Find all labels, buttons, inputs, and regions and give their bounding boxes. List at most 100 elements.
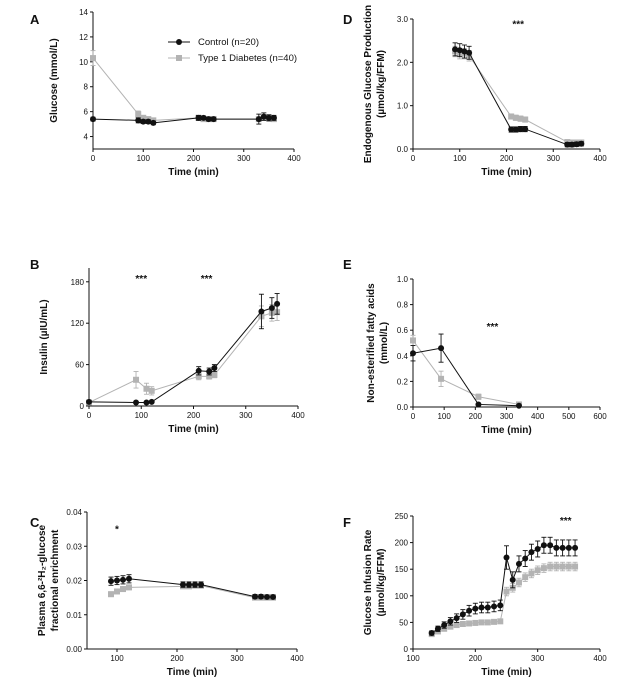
data-point — [126, 575, 132, 582]
data-point — [438, 345, 445, 352]
x-tick-label: 400 — [593, 154, 607, 163]
legend: Control (n=20) Type 1 Diabetes (n=40) — [168, 37, 297, 64]
data-point — [491, 603, 498, 610]
x-tick-label: 500 — [562, 412, 576, 421]
data-point — [133, 399, 140, 406]
y-axis-title-line2: (mmol/L) — [379, 322, 390, 364]
panel-d: D 0 100 200 300 400 0.0 1.0 2.0 3.0 Time (min) Endo… — [343, 5, 607, 178]
x-axis-title: Time (min) — [167, 667, 217, 678]
y-axis-title: Glucose (mmol/L) — [49, 38, 60, 122]
data-point — [145, 118, 152, 125]
data-point — [255, 116, 262, 123]
data-point — [126, 584, 132, 591]
data-point — [466, 620, 473, 627]
y-tick-label: 0.0 — [397, 145, 409, 154]
series-line — [92, 116, 274, 124]
data-point — [472, 605, 479, 612]
x-tick-label: 200 — [170, 654, 184, 663]
data-point — [517, 126, 524, 133]
x-tick-label: 200 — [469, 654, 483, 663]
y-tick-label: 2.0 — [397, 58, 409, 67]
data-point — [114, 577, 120, 584]
x-tick-label: 100 — [135, 411, 149, 420]
data-point — [441, 622, 448, 629]
data-point — [547, 563, 554, 570]
x-tick-label: 0 — [411, 412, 416, 421]
data-point — [461, 48, 468, 55]
data-point — [528, 570, 535, 577]
data-point — [90, 116, 96, 123]
data-point — [503, 588, 510, 595]
y-axis-title: Non-esterified fatty acids — [366, 283, 377, 403]
data-point — [258, 593, 264, 600]
data-point — [540, 565, 547, 572]
data-point — [140, 114, 147, 121]
legend-label-control: Control (n=20) — [198, 37, 259, 48]
y-tick-label: 12 — [79, 33, 88, 42]
data-point — [133, 376, 140, 383]
data-point — [108, 578, 114, 585]
y-tick-label: 1.0 — [397, 275, 409, 284]
x-tick-label: 0 — [87, 411, 92, 420]
data-point — [410, 337, 416, 344]
data-point — [534, 545, 541, 552]
data-point — [478, 604, 485, 611]
x-tick-label: 300 — [230, 654, 244, 663]
panel-letter: B — [30, 257, 39, 272]
data-point — [198, 581, 204, 588]
y-tick-label: 0.02 — [66, 577, 82, 586]
data-point — [447, 618, 454, 625]
y-tick-label: 100 — [395, 592, 409, 601]
y-tick-label: 150 — [395, 565, 409, 574]
y-tick-label: 180 — [71, 278, 85, 287]
data-point — [148, 398, 155, 405]
data-point — [195, 114, 202, 121]
y-axis-title: Insulin (µIU/mL) — [39, 299, 50, 374]
significance-marker: *** — [560, 516, 572, 527]
y-axis-title-line2: (µmol/kg/FFM) — [376, 549, 387, 617]
x-tick-label: 0 — [91, 154, 96, 163]
data-point — [192, 581, 198, 588]
data-point — [143, 385, 150, 392]
data-point — [180, 581, 186, 588]
y-tick-label: 4 — [84, 133, 89, 142]
data-point — [210, 116, 217, 123]
x-tick-label: 100 — [437, 412, 451, 421]
series-t1d — [428, 561, 579, 638]
series-t1d — [86, 303, 281, 406]
data-point — [265, 114, 272, 121]
data-point — [270, 593, 276, 600]
data-point — [186, 581, 192, 588]
data-point — [509, 576, 516, 583]
panel-letter: D — [343, 12, 352, 27]
data-point — [528, 549, 535, 556]
data-point — [135, 111, 142, 118]
series-control — [108, 574, 276, 600]
data-point — [565, 544, 572, 551]
legend-label-t1d: Type 1 Diabetes (n=40) — [198, 53, 297, 64]
data-point — [120, 576, 126, 583]
data-point — [512, 126, 519, 133]
data-point — [564, 141, 571, 148]
x-axis-title: Time (min) — [481, 667, 531, 678]
data-point — [428, 630, 435, 637]
significance-marker: *** — [201, 274, 213, 285]
y-tick-label: 10 — [79, 58, 88, 67]
data-point — [211, 371, 218, 378]
data-point — [512, 114, 519, 121]
data-point — [114, 588, 120, 595]
data-point — [447, 623, 454, 630]
series-control — [428, 536, 579, 637]
data-point — [143, 399, 150, 406]
data-point — [453, 622, 460, 629]
data-point — [120, 586, 126, 593]
data-point — [553, 563, 560, 570]
x-axis-title: Time (min) — [481, 425, 531, 436]
y-tick-label: 3.0 — [397, 15, 409, 24]
data-point — [206, 373, 213, 380]
y-tick-label: 0 — [80, 402, 85, 411]
data-point — [150, 119, 157, 126]
data-point — [503, 554, 510, 561]
data-point — [491, 618, 498, 625]
